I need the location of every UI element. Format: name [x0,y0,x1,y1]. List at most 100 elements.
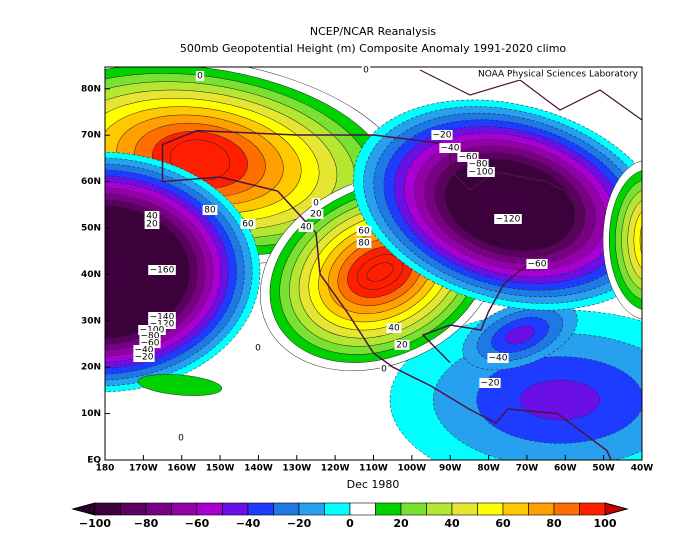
contour-label-bg [133,345,155,355]
contour-label: 80 [204,206,216,216]
contour-label: 0 [363,66,369,76]
colorbar-box [553,502,580,516]
colorbar-label: 40 [444,517,460,530]
colorbar-box [273,502,300,516]
colorbar-box [528,502,555,516]
contour-label-bg [431,130,453,140]
contour-label-bg [176,433,186,443]
colorbar-end [71,502,96,516]
lat-label: 40N [81,270,101,280]
contour-label-bg [195,71,205,81]
contour-label-bg [133,352,155,362]
lon-label: 130W [282,464,311,474]
lon-label: 160W [167,464,196,474]
colorbar-label: −80 [134,517,159,530]
contour-label-bg [526,259,548,269]
contour-label-bg [356,238,372,248]
colorbar-box [400,502,427,516]
lon-label: 80W [477,464,500,474]
contour-label-bg [202,205,218,215]
date-label: Dec 1980 [347,478,400,491]
contour-label: −60 [141,339,160,349]
coastline [161,129,585,364]
lon-label: 100W [397,464,426,474]
colorbar-box [196,502,223,516]
contour-label-bg [467,167,495,177]
contour-label: −60 [528,260,547,270]
contour-label: −40 [135,346,154,356]
contour-label-bg [361,65,371,75]
lat-label: 60N [81,177,101,187]
contour-label: 40 [300,223,312,233]
contour-band [475,178,545,232]
colorbar-box [477,502,504,516]
credit-box [460,68,641,80]
lat-label: 50N [81,224,101,234]
lat-label: 30N [81,316,101,326]
title: NCEP/NCAR Reanalysis [310,25,436,38]
contour-label-bg [253,343,263,353]
colorbar-label: −100 [79,517,112,530]
contour-band [519,379,601,421]
contour-band [105,247,136,297]
contour-label: −40 [441,144,460,154]
lat-label: 80N [81,84,101,94]
contour-label: 20 [310,210,322,220]
contour-label-bg [394,340,410,350]
contour-label: −60 [459,153,478,163]
contour-label: 0 [381,365,387,375]
lon-label: 110W [359,464,388,474]
contour-label-bg [308,209,324,219]
colorbar-box [349,502,376,516]
contour-label-bg [148,312,176,322]
lat-label: 10N [81,409,101,419]
credit: NOAA Physical Sciences Laboratory [478,70,639,80]
lat-label: EQ [87,456,101,466]
colorbar-box [222,502,249,516]
lat-label: 20N [81,363,101,373]
lon-label: 180 [96,464,115,474]
contour-label-bg [139,338,161,348]
contour-label-bg [487,353,509,363]
contour-label: −40 [489,354,508,364]
colorbar-box [324,502,351,516]
coastlines [161,69,642,460]
colorbar-box [502,502,529,516]
lon-label: 40W [631,464,654,474]
colorbar-box [94,502,121,516]
contour-label: −20 [433,131,452,141]
colorbar-label: 100 [594,517,617,530]
contour-label-bg [457,152,479,162]
contour-label: 60 [358,227,370,237]
contour-label: 80 [358,239,370,249]
contour-label: −80 [469,160,488,170]
colorbar-box [247,502,274,516]
subtitle: 500mb Geopotential Height (m) Composite … [180,42,567,55]
contour-label-bg [386,323,402,333]
contour-label: 60 [242,220,254,230]
contour-label-bg [148,265,176,275]
contour-label: 20 [396,341,408,351]
contour-label-bg [379,364,389,374]
contour-label: 0 [313,199,319,209]
lon-label: 50W [592,464,615,474]
contour-label-bg [139,331,161,341]
lon-label: 170W [129,464,158,474]
colorbar-label: −40 [236,517,261,530]
colorbar-box [426,502,453,516]
colorbar-label: 80 [546,517,562,530]
contour-band [505,325,535,345]
lon-label: 60W [554,464,577,474]
contour-label: 0 [197,72,203,82]
contour-label-bg [494,214,522,224]
contour-label-bg [298,222,314,232]
contour-label-bg [138,325,166,335]
contour-label: −160 [150,266,175,276]
colorbar-box [145,502,172,516]
contour-label: 20 [146,220,158,230]
contour-label: −20 [481,379,500,389]
contour-band [137,374,223,396]
coastline [162,176,612,460]
contour-label-bg [144,211,160,221]
